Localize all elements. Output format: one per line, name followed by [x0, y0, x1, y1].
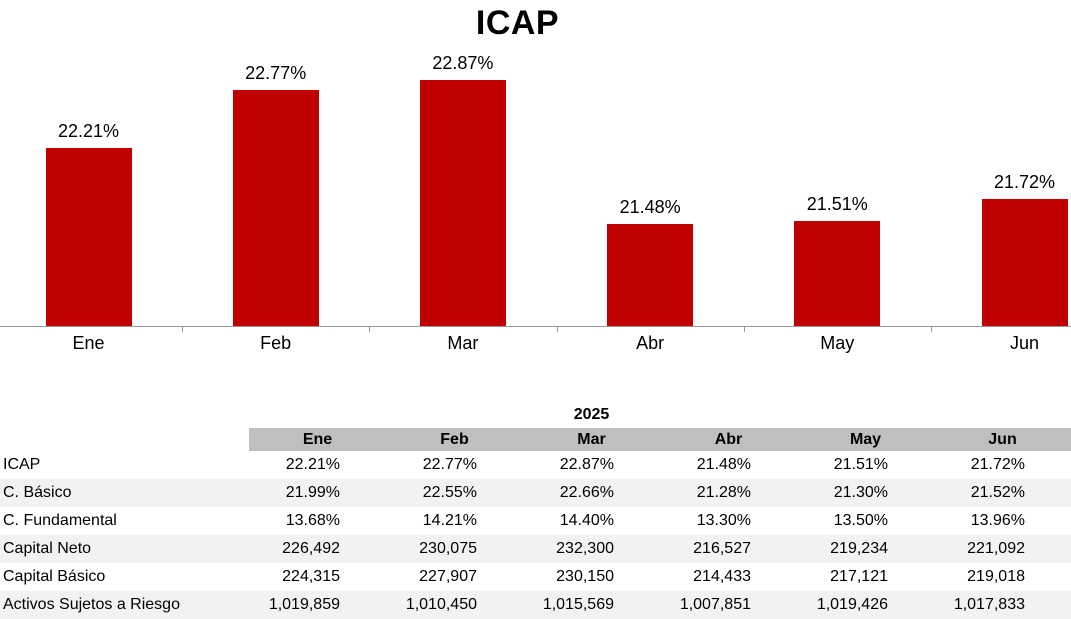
row-label: Capital Básico: [0, 563, 249, 591]
bar-value-may: 21.51%: [762, 194, 912, 215]
table-cell: 21.72%: [934, 451, 1071, 479]
axis-tick: [182, 327, 183, 332]
table-cell: 21.99%: [249, 479, 386, 507]
table-cell: 1,010,450: [386, 591, 523, 619]
axis-label-mar: Mar: [388, 333, 538, 354]
table-cell: 22.55%: [386, 479, 523, 507]
bar-jun: [982, 199, 1068, 326]
table-cell: 22.87%: [523, 451, 660, 479]
x-axis-line: [0, 326, 1071, 327]
year-header-spacer: [0, 388, 249, 428]
axis-label-abr: Abr: [575, 333, 725, 354]
table-cell: 21.28%: [660, 479, 797, 507]
axis-tick: [557, 327, 558, 332]
table-cell: 224,315: [249, 563, 386, 591]
table-cell: 219,018: [934, 563, 1071, 591]
chart-title: ICAP: [0, 4, 1035, 43]
column-header-feb: Feb: [386, 428, 523, 451]
bar-value-ene: 22.21%: [14, 121, 164, 142]
table-cell: 14.40%: [523, 507, 660, 535]
year-header-spacer: [797, 388, 934, 428]
table-cell: 14.21%: [386, 507, 523, 535]
row-label: Capital Neto: [0, 535, 249, 563]
table-cell: 21.51%: [797, 451, 934, 479]
axis-tick: [931, 327, 932, 332]
column-header-mar: Mar: [523, 428, 660, 451]
axis-label-feb: Feb: [201, 333, 351, 354]
table-cell: 227,907: [386, 563, 523, 591]
year-header: 2025: [523, 388, 660, 428]
axis-tick: [369, 327, 370, 332]
table-cell: 221,092: [934, 535, 1071, 563]
row-label: C. Fundamental: [0, 507, 249, 535]
table-cell: 13.68%: [249, 507, 386, 535]
year-header-spacer: [660, 388, 797, 428]
table-cell: 214,433: [660, 563, 797, 591]
year-header-spacer: [249, 388, 386, 428]
table-cell: 21.48%: [660, 451, 797, 479]
bar-value-jun: 21.72%: [950, 172, 1071, 193]
bar-value-abr: 21.48%: [575, 197, 725, 218]
year-header-spacer: [386, 388, 523, 428]
table-cell: 13.30%: [660, 507, 797, 535]
bar-mar: [420, 80, 506, 326]
table-cell: 216,527: [660, 535, 797, 563]
table-cell: 22.77%: [386, 451, 523, 479]
icap-bar-chart: ICAP 22.21% Ene 22.77% Feb 22.87% Mar 21.48% Ab…: [0, 0, 1071, 360]
header-corner-cell: [0, 428, 249, 451]
table-cell: 22.66%: [523, 479, 660, 507]
table-cell: 13.96%: [934, 507, 1071, 535]
axis-label-may: May: [762, 333, 912, 354]
table-cell: 13.50%: [797, 507, 934, 535]
bar-ene: [46, 148, 132, 326]
table-cell: 232,300: [523, 535, 660, 563]
column-header-may: May: [797, 428, 934, 451]
bar-may: [794, 221, 880, 326]
table-cell: 1,019,426: [797, 591, 934, 619]
table-cell: 1,015,569: [523, 591, 660, 619]
axis-label-ene: Ene: [14, 333, 164, 354]
bar-abr: [607, 224, 693, 326]
table-cell: 226,492: [249, 535, 386, 563]
table-cell: 219,234: [797, 535, 934, 563]
table-cell: 230,075: [386, 535, 523, 563]
bar-value-feb: 22.77%: [201, 63, 351, 84]
axis-label-jun: Jun: [950, 333, 1071, 354]
row-label: ICAP: [0, 451, 249, 479]
column-header-abr: Abr: [660, 428, 797, 451]
table-cell: 230,150: [523, 563, 660, 591]
year-header-spacer: [934, 388, 1071, 428]
table-cell: 22.21%: [249, 451, 386, 479]
row-label: Activos Sujetos a Riesgo: [0, 591, 249, 619]
table-cell: 1,019,859: [249, 591, 386, 619]
table-cell: 1,007,851: [660, 591, 797, 619]
column-header-jun: Jun: [934, 428, 1071, 451]
axis-tick: [744, 327, 745, 332]
column-header-ene: Ene: [249, 428, 386, 451]
table-cell: 21.30%: [797, 479, 934, 507]
table-cell: 1,017,833: [934, 591, 1071, 619]
table-cell: 21.52%: [934, 479, 1071, 507]
bar-value-mar: 22.87%: [388, 53, 538, 74]
bar-feb: [233, 90, 319, 326]
year-header-row: 2025: [0, 388, 1071, 428]
row-label: C. Básico: [0, 479, 249, 507]
table-cell: 217,121: [797, 563, 934, 591]
